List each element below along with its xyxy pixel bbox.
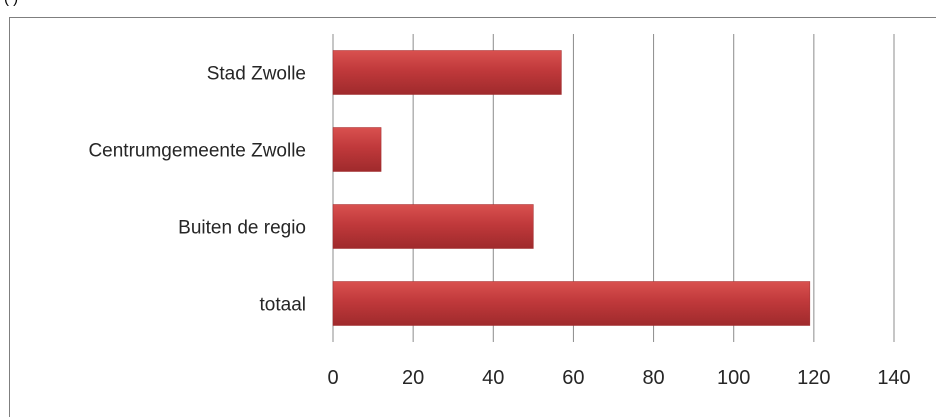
x-tick-label-40: 40 (482, 367, 504, 389)
x-tick-label-140: 140 (877, 367, 910, 389)
category-label-buiten-de-regio: Buiten de regio (178, 218, 306, 239)
category-label-centrumgemeente-zwolle: Centrumgemeente Zwolle (88, 141, 306, 162)
chart-caption-strip: ( ) (0, 0, 936, 10)
bar-centrumgemeente-zwolle (332, 127, 382, 172)
x-tick-label-0: 0 (327, 367, 338, 389)
bar-chart: Stad Zwolle Centrumgemeente Zwolle Buiten … (88, 34, 911, 389)
x-tick-label-120: 120 (797, 367, 830, 389)
chart-frame (9, 17, 936, 417)
category-label-totaal: totaal (260, 295, 306, 316)
bar-totaal (332, 281, 811, 326)
x-tick-label-100: 100 (717, 367, 750, 389)
x-tick-label-20: 20 (402, 367, 424, 389)
category-labels: Stad Zwolle Centrumgemeente Zwolle Buiten … (88, 64, 306, 316)
x-tick-label-80: 80 (642, 367, 664, 389)
x-tick-label-60: 60 (562, 367, 584, 389)
x-axis-tick-labels: 0 20 40 60 80 100 120 140 (327, 367, 910, 389)
bar-buiten-de-regio (332, 204, 534, 249)
chart-caption: ( ) (4, 0, 18, 7)
bars (332, 50, 811, 326)
category-label-stad-zwolle: Stad Zwolle (207, 64, 306, 85)
bar-stad-zwolle (332, 50, 562, 95)
